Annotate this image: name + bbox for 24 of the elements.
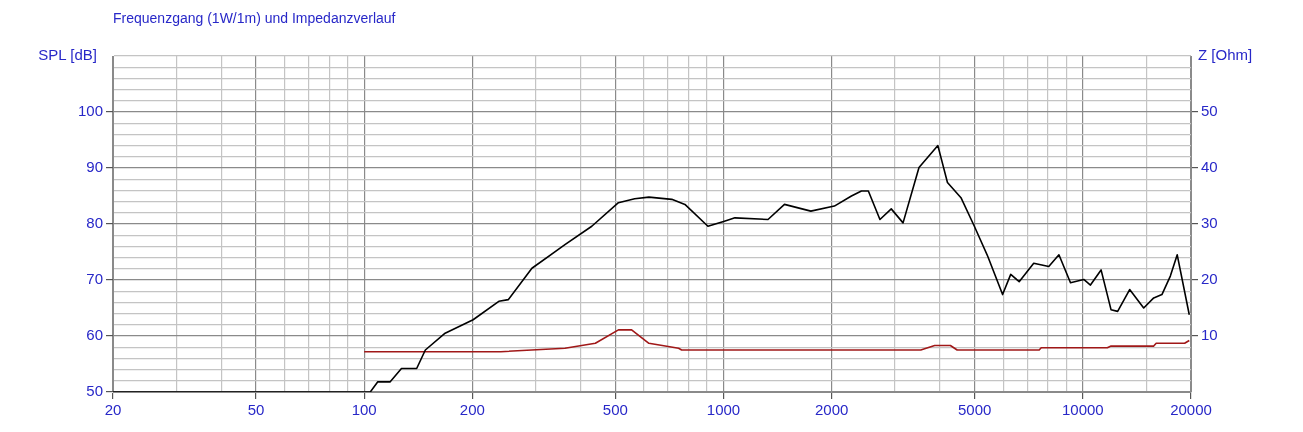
y2-tick-label: 10 [1201, 326, 1218, 344]
y-tick-label: 50 [86, 382, 103, 400]
y2-tick-label: 40 [1201, 158, 1218, 176]
x-tick-label: 10000 [1061, 401, 1104, 419]
x-tick-label: 100 [351, 401, 377, 419]
y-tick-label: 80 [86, 214, 103, 232]
y-tick-label: 100 [77, 102, 103, 120]
x-tick-label: 5000 [957, 401, 992, 419]
chart-title: Frequenzgang (1W/1m) und Impedanzverlauf [113, 10, 396, 26]
x-tick-label: 2000 [814, 401, 849, 419]
x-tick-label: 50 [247, 401, 265, 419]
y-tick-label: 90 [86, 158, 103, 176]
y2-tick-label: 30 [1201, 214, 1218, 232]
x-tick-label: 20 [104, 401, 122, 419]
y-axis-title: SPL [dB] [38, 46, 97, 63]
x-tick-label: 200 [459, 401, 485, 419]
y-tick-label: 70 [86, 270, 103, 288]
x-tick-label: 1000 [706, 401, 741, 419]
x-tick-label: 20000 [1170, 401, 1212, 419]
y2-axis-title: Z [Ohm] [1198, 46, 1253, 63]
x-tick-label: 500 [602, 401, 628, 419]
y-tick-label: 60 [86, 326, 103, 344]
y2-tick-label: 50 [1201, 102, 1218, 120]
y2-tick-label: 20 [1201, 270, 1218, 288]
